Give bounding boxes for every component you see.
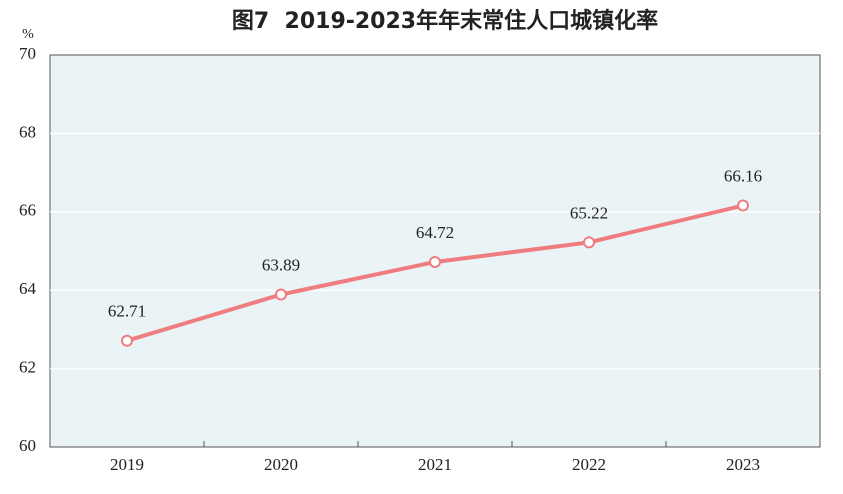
x-tick-label: 2020 — [264, 455, 298, 474]
y-unit: % — [22, 27, 34, 42]
value-label: 65.22 — [570, 203, 608, 222]
y-tick-label: 70 — [19, 44, 36, 63]
x-tick-label: 2022 — [572, 455, 606, 474]
chart-title: 图7 2019-2023年年末常住人口城镇化率 — [232, 8, 658, 34]
x-tick-label: 2019 — [110, 455, 144, 474]
y-tick-label: 62 — [19, 358, 36, 377]
marker — [737, 199, 749, 212]
y-tick-label: 68 — [19, 122, 36, 141]
y-tick-label: 66 — [19, 201, 36, 220]
marker — [275, 288, 287, 301]
marker — [429, 255, 441, 268]
plot-area — [49, 54, 821, 448]
x-tick-label: 2021 — [418, 455, 452, 474]
value-label: 62.71 — [108, 302, 146, 321]
value-label: 64.72 — [416, 223, 454, 242]
marker — [121, 334, 133, 347]
value-label: 66.16 — [724, 166, 762, 185]
marker — [583, 236, 595, 249]
value-label: 63.89 — [262, 255, 300, 274]
y-tick-label: 60 — [19, 436, 36, 455]
x-tick-label: 2023 — [726, 455, 760, 474]
y-tick-label: 64 — [19, 279, 37, 298]
